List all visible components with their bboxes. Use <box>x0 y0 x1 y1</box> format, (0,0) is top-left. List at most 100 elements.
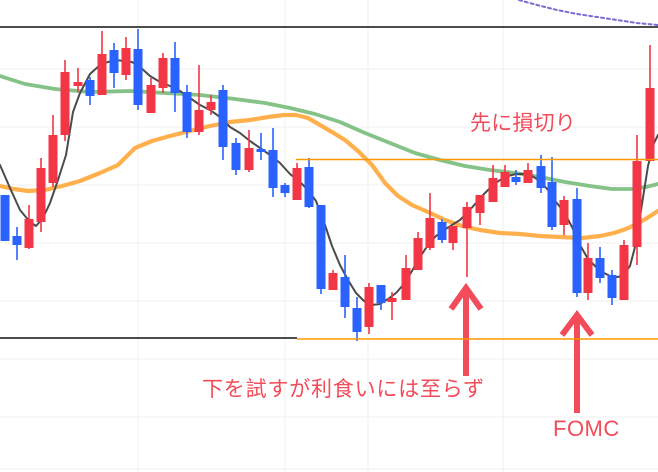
candle <box>194 65 204 135</box>
candle <box>97 31 107 95</box>
candle-body <box>280 185 290 193</box>
candle-body <box>244 148 254 170</box>
candle <box>536 155 546 193</box>
candle-body <box>0 195 10 241</box>
candle-body <box>572 199 582 293</box>
candle-body <box>97 54 107 95</box>
arrow-head <box>448 282 484 311</box>
candle <box>364 283 374 334</box>
candle-body <box>387 298 397 302</box>
candle <box>109 43 119 88</box>
candle <box>488 165 498 202</box>
candle <box>340 255 350 318</box>
candle <box>387 292 397 320</box>
candle <box>595 247 605 283</box>
candle <box>632 135 642 265</box>
fomc-annotation[interactable]: FOMC <box>553 416 620 441</box>
candle <box>182 85 192 138</box>
candle-body <box>194 110 204 132</box>
candle <box>462 202 472 277</box>
candle <box>36 158 46 232</box>
candle-body <box>595 258 605 278</box>
candle-body <box>559 200 569 225</box>
candle <box>133 29 143 110</box>
candle <box>218 85 228 160</box>
candle <box>85 77 95 105</box>
candles <box>0 29 655 341</box>
candle <box>121 37 131 80</box>
candle <box>0 195 10 241</box>
candle-body <box>133 49 143 105</box>
candle <box>572 188 582 297</box>
candle-body <box>475 195 485 213</box>
test-low-annotation[interactable]: 下を試すが利食いには至らず <box>202 378 485 401</box>
candle <box>376 285 386 310</box>
candle <box>158 53 168 93</box>
candle-body <box>268 150 278 188</box>
candle-body <box>304 167 314 207</box>
candle <box>280 183 290 197</box>
candle-body <box>182 92 192 132</box>
candle <box>268 128 278 197</box>
ma-orange-line <box>0 112 658 241</box>
candle-body <box>645 88 655 161</box>
candle <box>244 130 254 172</box>
candle-body <box>24 219 34 248</box>
candle <box>511 170 521 185</box>
candle <box>607 270 617 305</box>
fomc-arrow[interactable] <box>559 310 595 413</box>
candle <box>547 157 557 230</box>
candle-body <box>73 82 83 86</box>
candle <box>170 42 180 112</box>
candle <box>523 163 533 183</box>
candle-body <box>364 287 374 327</box>
candle <box>475 195 485 225</box>
candle <box>437 219 447 243</box>
candle-body <box>146 85 156 113</box>
candle-body <box>376 285 386 303</box>
candle-body <box>437 222 447 240</box>
arrow-head <box>559 310 595 337</box>
candle <box>206 95 216 115</box>
candle-body <box>231 143 241 170</box>
candle-body <box>401 268 411 300</box>
candle-body <box>523 170 533 183</box>
candle-body <box>206 102 216 110</box>
candle <box>619 240 629 300</box>
candle-body <box>170 58 180 93</box>
candle-body <box>48 135 58 183</box>
candle-body <box>511 177 521 182</box>
candle-body <box>121 48 131 75</box>
candle-body <box>583 258 593 293</box>
candle-body <box>619 245 629 300</box>
candle-body <box>632 161 642 247</box>
candle-body <box>352 308 362 332</box>
candle <box>60 60 70 141</box>
candle <box>583 243 593 300</box>
candle <box>425 193 435 250</box>
candle <box>292 163 302 200</box>
candle-body <box>340 277 350 307</box>
candle <box>146 78 156 113</box>
candle-body <box>256 149 266 152</box>
candle-body <box>462 207 472 228</box>
candle <box>12 227 22 260</box>
test-low-arrow[interactable] <box>448 282 484 376</box>
candle-body <box>316 205 326 289</box>
projection-dashed-line <box>518 0 658 26</box>
candle <box>401 255 411 300</box>
candle-body <box>36 168 46 222</box>
candle-body <box>328 273 338 290</box>
candle <box>256 133 266 160</box>
candle <box>328 270 338 290</box>
candle <box>559 196 569 235</box>
candle-body <box>12 236 22 245</box>
stop-loss-annotation[interactable]: 先に損切り <box>470 112 576 135</box>
candle-body <box>158 58 168 88</box>
candle <box>448 226 458 250</box>
candle-body <box>292 168 302 200</box>
candle-body <box>547 182 557 227</box>
